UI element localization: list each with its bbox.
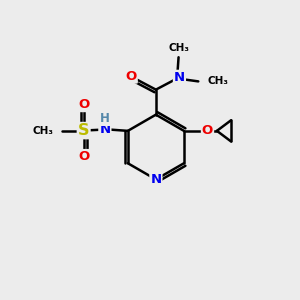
Text: O: O bbox=[202, 124, 213, 137]
Text: N: N bbox=[174, 71, 185, 84]
Text: H: H bbox=[100, 112, 110, 125]
Text: CH₃: CH₃ bbox=[168, 43, 189, 53]
Text: CH₃: CH₃ bbox=[32, 126, 53, 136]
Text: N: N bbox=[150, 173, 161, 186]
Text: CH₃: CH₃ bbox=[207, 76, 228, 86]
Text: N: N bbox=[99, 123, 110, 136]
Text: O: O bbox=[78, 98, 89, 111]
Text: O: O bbox=[78, 150, 89, 163]
Text: S: S bbox=[78, 123, 89, 138]
Text: O: O bbox=[125, 70, 137, 83]
